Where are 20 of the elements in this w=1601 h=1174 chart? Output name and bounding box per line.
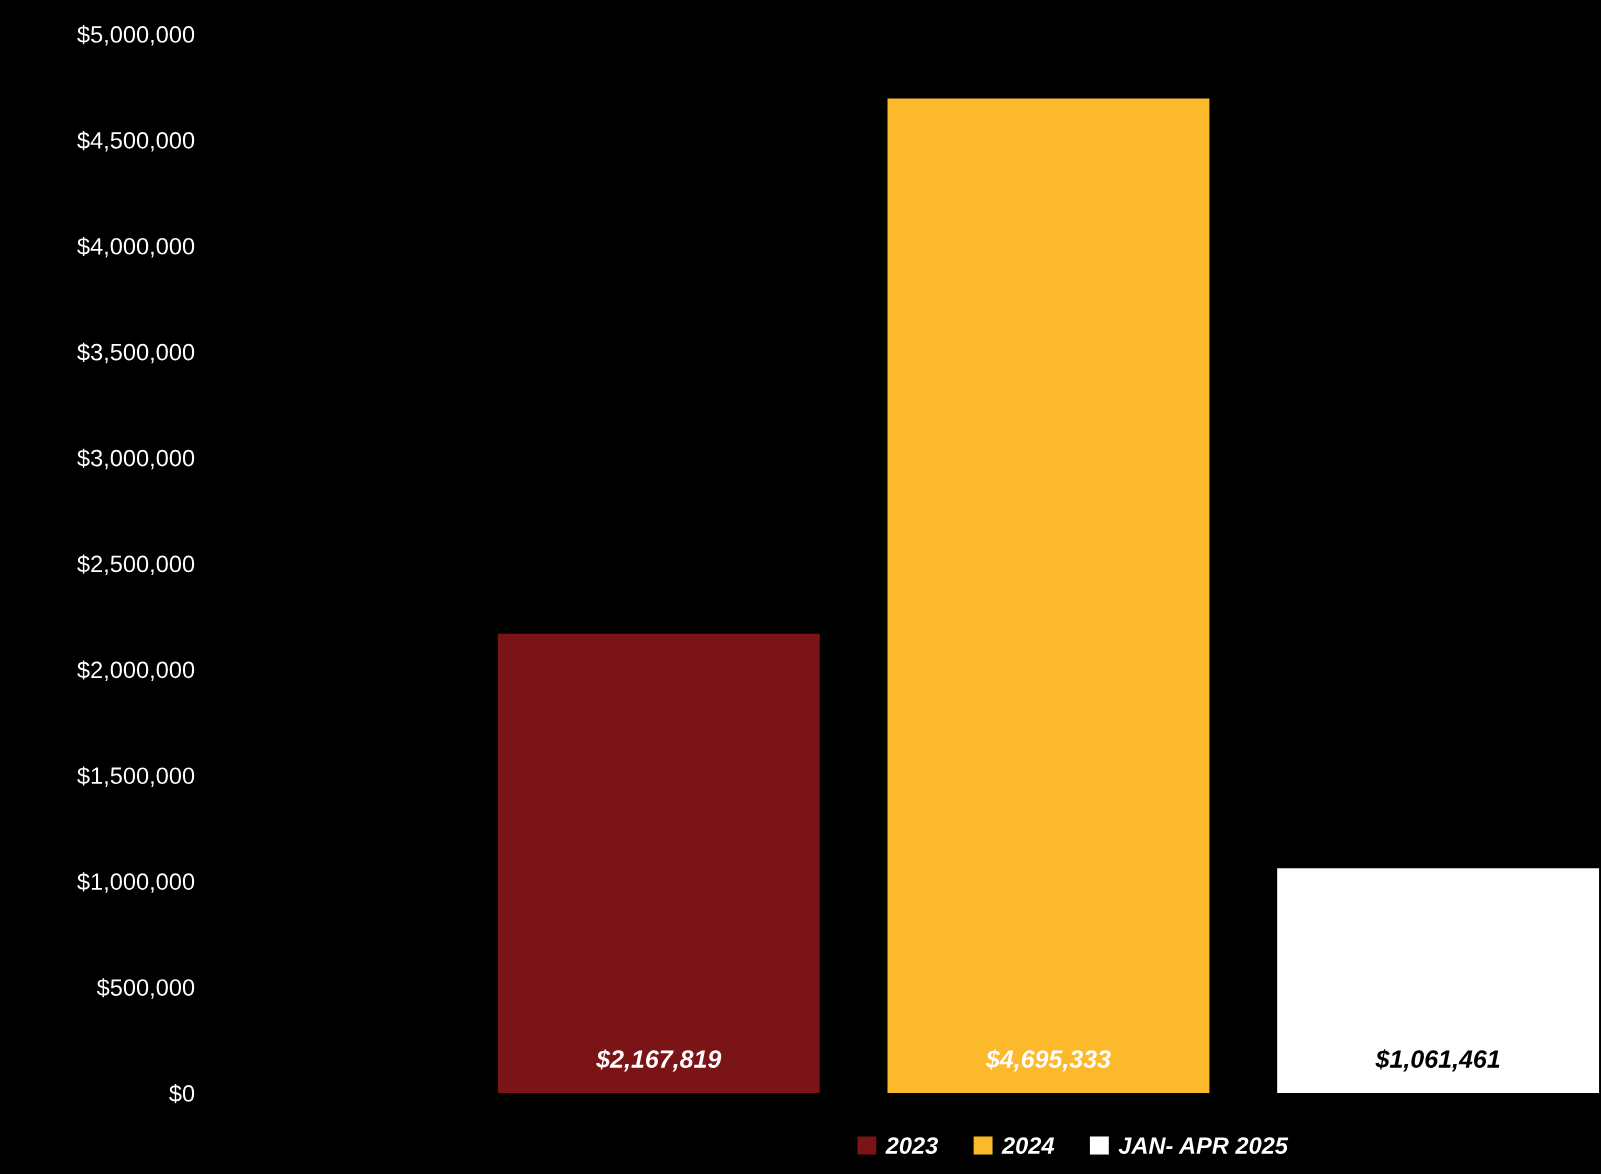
legend-label: 2024 (1001, 1137, 1055, 1154)
bar (887, 98, 1210, 1093)
y-tick-label: $5,000,000 (77, 25, 195, 46)
y-tick-label: $2,000,000 (77, 660, 195, 681)
y-tick-label: $1,000,000 (77, 872, 195, 893)
legend-label: 2023 (885, 1137, 938, 1154)
y-tick-label: $2,500,000 (77, 554, 195, 576)
y-tick-label: $500,000 (96, 978, 195, 999)
bar (1277, 868, 1600, 1093)
y-tick-label: $3,500,000 (77, 342, 195, 364)
y-tick-label: $0 (169, 1084, 195, 1104)
y-tick-label: $3,000,000 (77, 448, 195, 470)
text: $4,695,333 (985, 1049, 1111, 1072)
bar (497, 633, 820, 1093)
y-tick-label: $4,500,000 (77, 131, 195, 152)
text: $2,167,819 (596, 1049, 722, 1072)
text: $1,061,461 (1375, 1049, 1500, 1072)
y-tick-label: $1,500,000 (77, 766, 195, 787)
legend-label: JAN- APR 2025 (1118, 1137, 1289, 1154)
y-tick-label: $4,000,000 (77, 236, 195, 258)
